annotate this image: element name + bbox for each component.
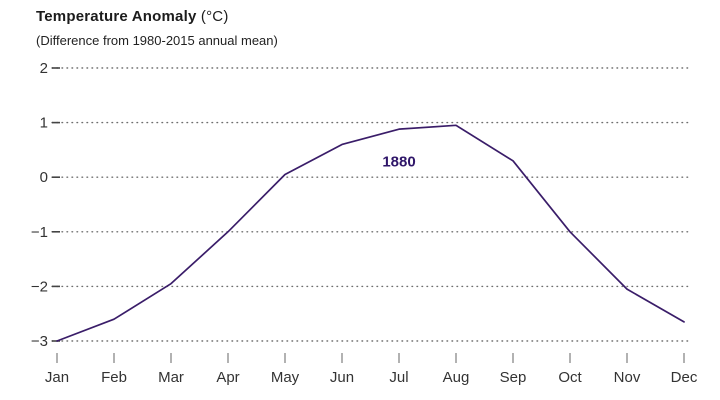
y-tick-label: −2 bbox=[31, 278, 48, 295]
y-tick-label: 1 bbox=[40, 115, 48, 132]
x-tick-label: Dec bbox=[671, 369, 698, 386]
y-tick-label: 2 bbox=[40, 60, 48, 77]
x-tick-label: Apr bbox=[216, 369, 239, 386]
series-line-1880 bbox=[56, 124, 685, 342]
series-annotation-label: 1880 bbox=[382, 153, 415, 170]
y-tick-label: 0 bbox=[40, 169, 48, 186]
chart-title-text: Temperature Anomaly bbox=[36, 8, 197, 25]
x-tick-label: May bbox=[271, 369, 300, 386]
y-tick-label: −3 bbox=[31, 333, 48, 350]
x-tick-label: Mar bbox=[158, 369, 184, 386]
x-tick-label: Jun bbox=[330, 369, 354, 386]
x-tick-label: Oct bbox=[558, 369, 582, 386]
x-tick-label: Nov bbox=[614, 369, 641, 386]
x-tick-label: Jul bbox=[389, 369, 408, 386]
x-tick-label: Jan bbox=[45, 369, 69, 386]
chart-title: Temperature Anomaly (°C) bbox=[36, 8, 278, 25]
y-tick-label: −1 bbox=[31, 224, 48, 241]
x-tick-label: Sep bbox=[500, 369, 527, 386]
x-tick-label: Aug bbox=[443, 369, 470, 386]
chart-title-unit: (°C) bbox=[200, 8, 229, 25]
chart-header: Temperature Anomaly (°C) (Difference fro… bbox=[36, 8, 278, 48]
x-tick-label: Feb bbox=[101, 369, 127, 386]
chart-subtitle: (Difference from 1980-2015 annual mean) bbox=[36, 33, 278, 48]
